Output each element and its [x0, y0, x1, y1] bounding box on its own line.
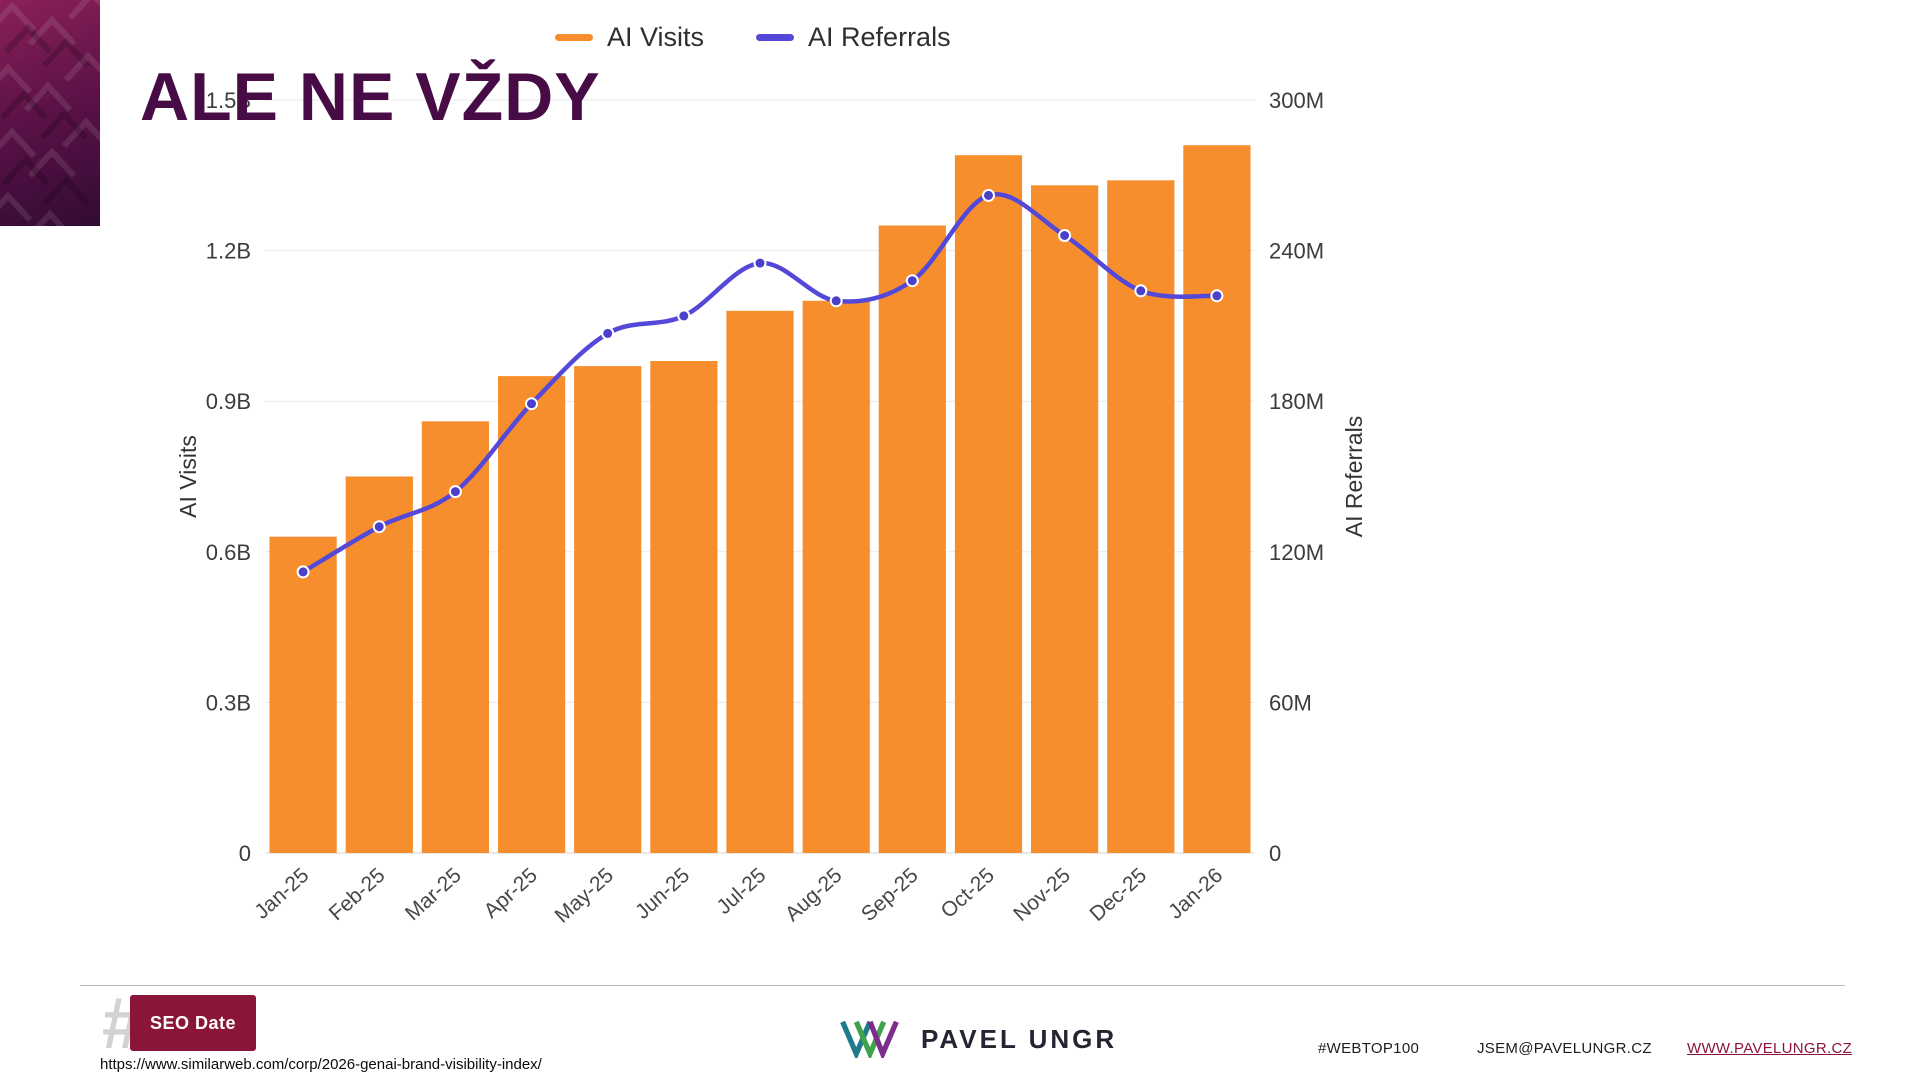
x-tick-label: Oct-25 — [937, 864, 999, 923]
right-axis-tick-label: 0 — [1269, 841, 1281, 866]
x-tick-label: Mar-25 — [401, 864, 466, 926]
x-tick-label: Feb-25 — [325, 864, 390, 926]
right-axis-tick-label: 240M — [1269, 239, 1324, 264]
bar-Dec-25 — [1107, 180, 1175, 854]
x-tick-label-group: Jan-25 — [250, 864, 313, 924]
legend-label-referrals: AI Referrals — [808, 22, 951, 52]
line-point-Mar-25 — [448, 485, 462, 499]
bar-Jan-25 — [269, 536, 337, 853]
x-tick-label-group: Aug-25 — [781, 864, 847, 926]
slide-title: ALE NE VŽDY — [140, 59, 601, 135]
bar-Aug-25 — [802, 300, 870, 853]
pavelungr-w-mark-icon — [840, 1020, 899, 1058]
seodate-logo-label: SEO Date — [149, 1012, 237, 1033]
left-axis-tick-label: 0 — [239, 841, 251, 866]
bar-Oct-25 — [954, 155, 1023, 853]
x-tick-label-group: Oct-25 — [937, 864, 999, 923]
x-tick-label: Jul-25 — [712, 864, 770, 919]
right-axis-tick-label: 60M — [1269, 690, 1312, 715]
x-tick-label-group: Jul-25 — [712, 864, 770, 919]
x-tick-label-group: Nov-25 — [1009, 864, 1075, 926]
left-axis-tick-label: 0.6B — [206, 540, 251, 565]
footer-divider — [80, 985, 1845, 986]
x-tick-label: Nov-25 — [1009, 864, 1075, 926]
left-axis-tick-label: 0.9B — [206, 389, 251, 414]
x-tick-label-group: Feb-25 — [325, 864, 390, 926]
bar-Sep-25 — [878, 225, 946, 853]
footer-website-link[interactable]: WWW.PAVELUNGR.CZ — [1687, 1040, 1853, 1057]
footer-email: JSEM@PAVELUNGR.CZ — [1477, 1040, 1652, 1057]
x-tick-label: Apr-25 — [480, 864, 542, 923]
legend-item-ai-referrals: AI Referrals — [756, 22, 951, 53]
corner-chevron-pattern-icon — [0, 0, 100, 226]
legend-swatch-referrals-icon — [756, 34, 795, 41]
line-point-Aug-25 — [829, 294, 843, 308]
right-axis-tick-label: 120M — [1269, 540, 1324, 565]
right-axis-title-group: AI Referrals — [1341, 416, 1367, 537]
legend-label-visits: AI Visits — [607, 22, 705, 52]
bar-Jan-26 — [1183, 145, 1251, 853]
line-point-Jun-25 — [677, 309, 691, 323]
bar-May-25 — [574, 366, 642, 853]
x-tick-label: May-25 — [551, 864, 618, 928]
source-url-link[interactable]: https://www.similarweb.com/corp/2026-gen… — [100, 1056, 542, 1073]
x-tick-label-group: May-25 — [551, 864, 618, 928]
line-point-Jan-25 — [296, 565, 310, 579]
seodate-logo: # SEO Date — [100, 984, 280, 1064]
x-tick-label: Sep-25 — [857, 864, 923, 926]
x-tick-label-group: Jun-25 — [631, 864, 694, 924]
bar-Jun-25 — [650, 361, 718, 853]
line-point-May-25 — [601, 326, 615, 340]
line-point-Feb-25 — [372, 520, 386, 534]
x-tick-label-group: Dec-25 — [1085, 864, 1151, 926]
left-axis-title-group: AI Visits — [175, 435, 201, 518]
x-tick-label-group: Mar-25 — [401, 864, 466, 926]
x-tick-label: Jan-26 — [1164, 864, 1227, 924]
x-tick-label: Jan-25 — [250, 864, 313, 924]
bar-Apr-25 — [498, 376, 566, 853]
x-tick-label: Aug-25 — [781, 864, 847, 926]
bar-Nov-25 — [1031, 185, 1099, 854]
x-tick-label-group: Apr-25 — [480, 864, 542, 923]
right-axis-tick-label: 180M — [1269, 389, 1324, 414]
legend-swatch-visits-icon — [555, 34, 593, 41]
footer-hashtag: #WEBTOP100 — [1318, 1040, 1420, 1057]
right-axis-title: AI Referrals — [1341, 416, 1367, 537]
left-axis-tick-label: 1.2B — [206, 239, 251, 264]
bar-Jul-25 — [726, 310, 794, 853]
line-point-Apr-25 — [525, 397, 538, 411]
seodate-logo-box: SEO Date — [130, 995, 256, 1051]
line-point-Jul-25 — [753, 256, 767, 270]
left-axis-title: AI Visits — [175, 435, 201, 518]
pavelungr-wordmark: PAVEL UNGR — [921, 1023, 1118, 1054]
x-tick-label: Jun-25 — [631, 864, 694, 924]
line-point-Oct-25 — [982, 188, 995, 202]
x-tick-label-group: Jan-26 — [1164, 864, 1227, 924]
x-tick-label-group: Sep-25 — [857, 864, 923, 926]
chart-legend: AI Visits AI Referrals — [555, 22, 951, 53]
decorative-corner-pattern — [0, 0, 100, 226]
line-point-Dec-25 — [1134, 284, 1148, 298]
legend-item-ai-visits: AI Visits — [555, 22, 704, 53]
right-axis-tick-label: 300M — [1269, 88, 1324, 113]
combo-chart: 0 0 0.3B 60M 0.6B 120M 0.9B 180M 1.2B 240M 1.5B 300… — [175, 88, 1367, 928]
x-tick-label: Dec-25 — [1085, 864, 1151, 926]
left-axis-tick-label: 1.5B — [206, 88, 251, 113]
left-axis-tick-label: 0.3B — [206, 690, 251, 715]
line-point-Nov-25 — [1058, 229, 1072, 242]
line-point-Sep-25 — [905, 274, 919, 288]
pavelungr-logo: PAVEL UNGR — [835, 1020, 1117, 1058]
line-point-Jan-26 — [1210, 289, 1224, 303]
